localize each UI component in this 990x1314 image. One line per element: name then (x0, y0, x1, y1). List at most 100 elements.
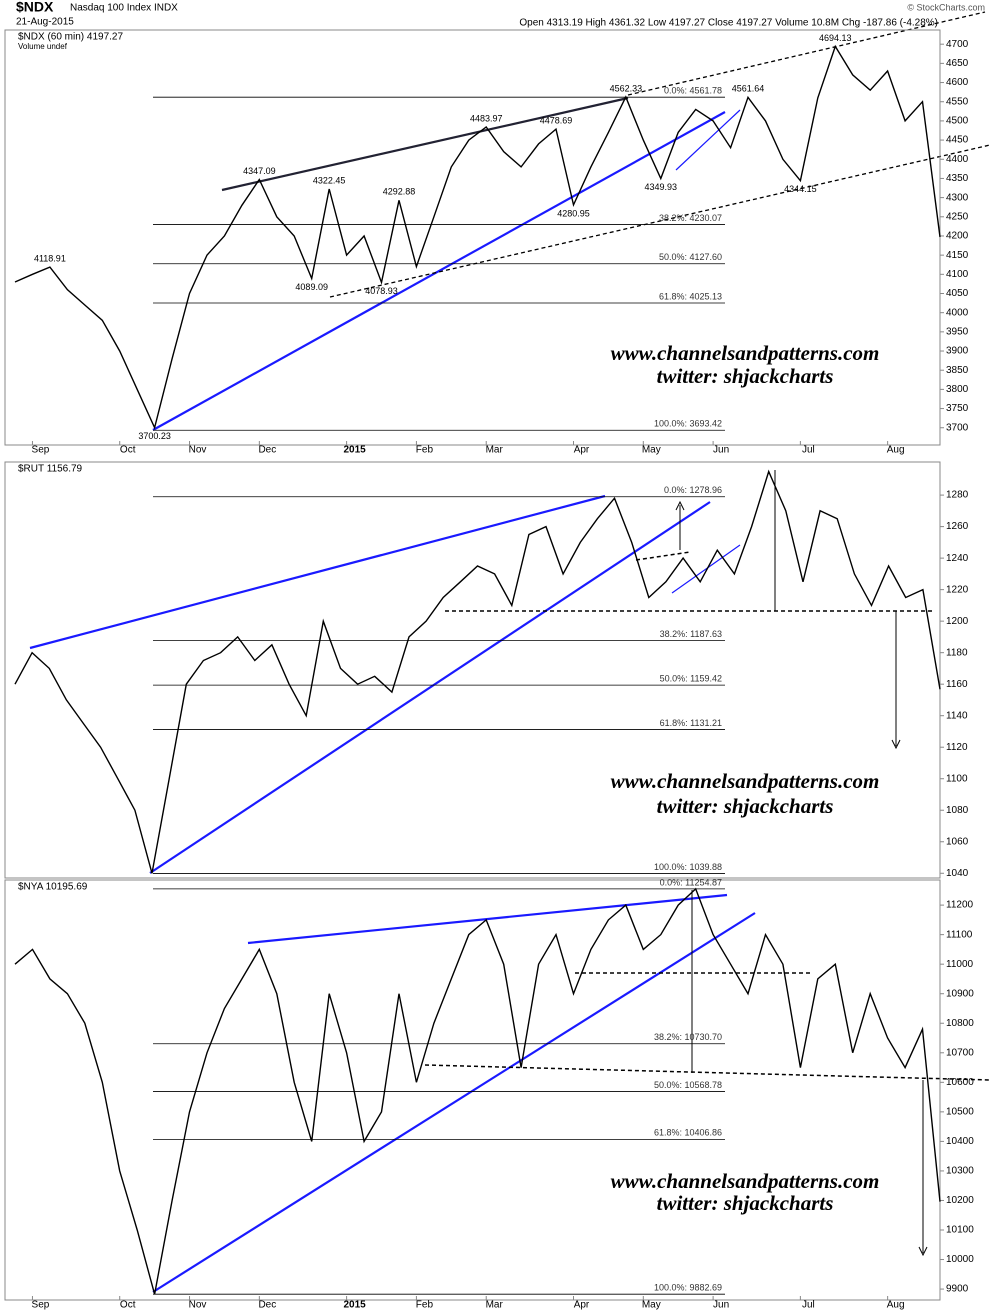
panel-sublabel: Volume undef (18, 42, 68, 51)
panel-label: $NYA 10195.69 (18, 882, 88, 893)
credit: © StockCharts.com (907, 2, 985, 12)
fib-label: 61.8%: 10406.86 (654, 1128, 722, 1138)
y-tick-label: 10100 (946, 1225, 974, 1236)
y-tick-label: 4700 (946, 39, 969, 50)
y-tick-label: 1080 (946, 805, 969, 816)
y-tick-label: 1120 (946, 742, 968, 753)
x-tick-label: Aug (887, 1300, 905, 1311)
price-line (14, 469, 941, 874)
watermark: www.channelsandpatterns.com (611, 1169, 880, 1193)
y-tick-label: 10300 (946, 1166, 974, 1177)
x-tick-label: Nov (189, 445, 207, 456)
y-tick-label: 4400 (946, 154, 969, 165)
y-tick-label: 11200 (946, 900, 974, 911)
fib-label: 50.0%: 1159.42 (660, 673, 722, 683)
y-tick-label: 4650 (946, 58, 969, 69)
y-tick-label: 10700 (946, 1047, 974, 1058)
panel-label: $RUT 1156.79 (18, 464, 83, 475)
y-tick-label: 1200 (946, 616, 969, 627)
value-label: 4483.97 (470, 113, 503, 123)
index-name: Nasdaq 100 Index INDX (70, 3, 178, 14)
y-tick-label: 4350 (946, 173, 969, 184)
fib-label: 100.0%: 3693.42 (654, 419, 722, 429)
x-tick-label: Aug (887, 445, 905, 456)
trendline (671, 544, 741, 594)
value-label: 4694.13 (819, 33, 852, 43)
watermark: www.channelsandpatterns.com (611, 769, 880, 793)
y-tick-label: 4500 (946, 116, 969, 127)
y-tick-label: 3850 (946, 365, 969, 376)
x-tick-label: Jun (713, 445, 729, 456)
trendline (149, 501, 711, 874)
watermark: twitter: shjackcharts (657, 1191, 834, 1215)
y-tick-label: 3700 (946, 422, 969, 433)
y-tick-label: 10800 (946, 1018, 974, 1029)
y-tick-label: 10400 (946, 1136, 974, 1147)
value-label: 4562.33 (610, 83, 643, 93)
y-tick-label: 4300 (946, 192, 969, 203)
x-tick-label: Mar (486, 1300, 504, 1311)
x-tick-label: Nov (189, 1300, 207, 1311)
y-tick-label: 4150 (946, 250, 969, 261)
trendline (221, 96, 629, 192)
fib-label: 100.0%: 1039.88 (654, 862, 722, 872)
value-label: 3700.23 (138, 431, 171, 441)
x-tick-label: Jul (802, 1300, 815, 1311)
fib-label: 38.2%: 1187.63 (660, 629, 722, 639)
fib-label: 61.8%: 1131.21 (660, 718, 722, 728)
y-tick-label: 10200 (946, 1195, 974, 1206)
y-tick-label: 3950 (946, 326, 969, 337)
fib-label: 50.0%: 10568.78 (654, 1080, 722, 1090)
value-label: 4322.45 (313, 175, 346, 185)
x-tick-label: Dec (258, 445, 276, 456)
x-tick-label: Feb (416, 1300, 434, 1311)
y-tick-label: 1280 (946, 490, 969, 501)
value-label: 4347.09 (243, 166, 276, 176)
y-tick-label: 10600 (946, 1077, 974, 1088)
y-tick-label: 11000 (946, 959, 974, 970)
panel-frame (4, 29, 941, 446)
trendline (152, 912, 756, 1293)
panel-label: $NDX (60 min) 4197.27 (18, 32, 123, 43)
y-tick-label: 10000 (946, 1254, 974, 1265)
y-tick-label: 3900 (946, 346, 969, 357)
arrow-head (891, 739, 901, 750)
y-tick-label: 10900 (946, 988, 974, 999)
x-tick-label: Mar (486, 445, 504, 456)
value-label: 4344.15 (784, 184, 817, 194)
y-tick-label: 4100 (946, 269, 969, 280)
x-tick-label: Oct (120, 1300, 136, 1311)
y-tick-label: 1040 (946, 868, 969, 879)
y-tick-label: 1160 (946, 679, 968, 690)
trendline (635, 551, 691, 561)
x-tick-label: Dec (258, 1300, 276, 1311)
value-label: 4078.93 (365, 286, 398, 296)
watermark: www.channelsandpatterns.com (611, 341, 880, 365)
y-tick-label: 4600 (946, 77, 969, 88)
y-tick-label: 4000 (946, 307, 969, 318)
x-tick-label: May (642, 445, 661, 456)
panel-frame (4, 879, 941, 1301)
y-tick-label: 4550 (946, 96, 969, 107)
quote: Open 4313.19 High 4361.32 Low 4197.27 Cl… (519, 18, 938, 29)
symbol: $NDX (16, 0, 54, 15)
value-label: 4561.64 (732, 84, 765, 94)
y-tick-label: 3750 (946, 403, 969, 414)
fib-label: 0.0%: 11254.87 (660, 877, 722, 887)
value-label: 4118.91 (34, 253, 66, 263)
x-tick-label: Jun (713, 1300, 729, 1311)
x-tick-label: 2015 (343, 445, 366, 456)
y-tick-label: 1100 (946, 773, 968, 784)
support-line (424, 1064, 990, 1081)
trendline (329, 144, 990, 298)
price-line (14, 887, 941, 1295)
price-line (14, 44, 941, 430)
x-tick-label: Apr (574, 445, 590, 456)
value-label: 4292.88 (383, 187, 416, 197)
fib-label: 38.2%: 4230.07 (659, 213, 722, 223)
watermark: twitter: shjackcharts (657, 364, 834, 388)
trendline (152, 111, 726, 431)
y-tick-label: 10500 (946, 1106, 974, 1117)
x-tick-label: Sep (32, 445, 50, 456)
